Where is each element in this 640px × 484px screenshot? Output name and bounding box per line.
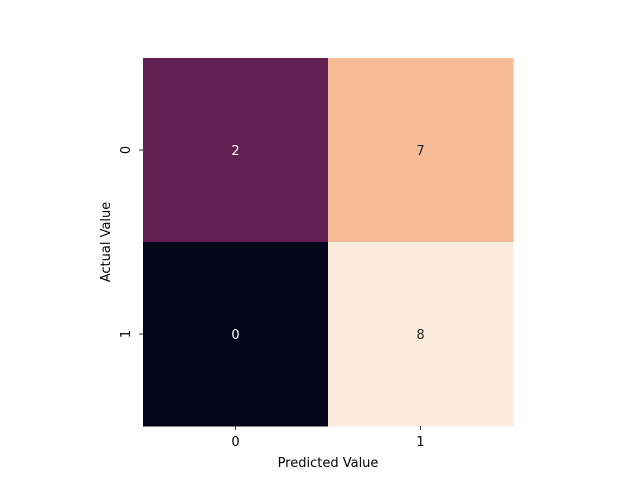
heatmap-cell-r1-c0 (143, 242, 329, 427)
cell-value-label: 7 (416, 144, 424, 159)
x-tick-label: 1 (416, 435, 424, 450)
cell-value-label: 8 (416, 328, 424, 343)
x-tick-label: 0 (231, 435, 239, 450)
heatmap-cell-r1-c1 (328, 242, 514, 427)
cell-value-label: 0 (231, 328, 239, 343)
y-tick-label: 1 (119, 330, 134, 338)
heatmap-cell-r0-c0 (143, 58, 329, 243)
y-axis: 01 (119, 146, 143, 338)
heatmap-cell-labels: 2 7 0 8 (231, 144, 424, 343)
x-axis-label: Predicted Value (278, 456, 379, 471)
y-axis-label: Actual Value (99, 202, 114, 283)
heatmap-cell-r0-c1 (328, 58, 514, 243)
cell-value-label: 2 (231, 144, 239, 159)
y-tick-label: 0 (119, 146, 134, 154)
heatmap-cells (143, 58, 514, 427)
